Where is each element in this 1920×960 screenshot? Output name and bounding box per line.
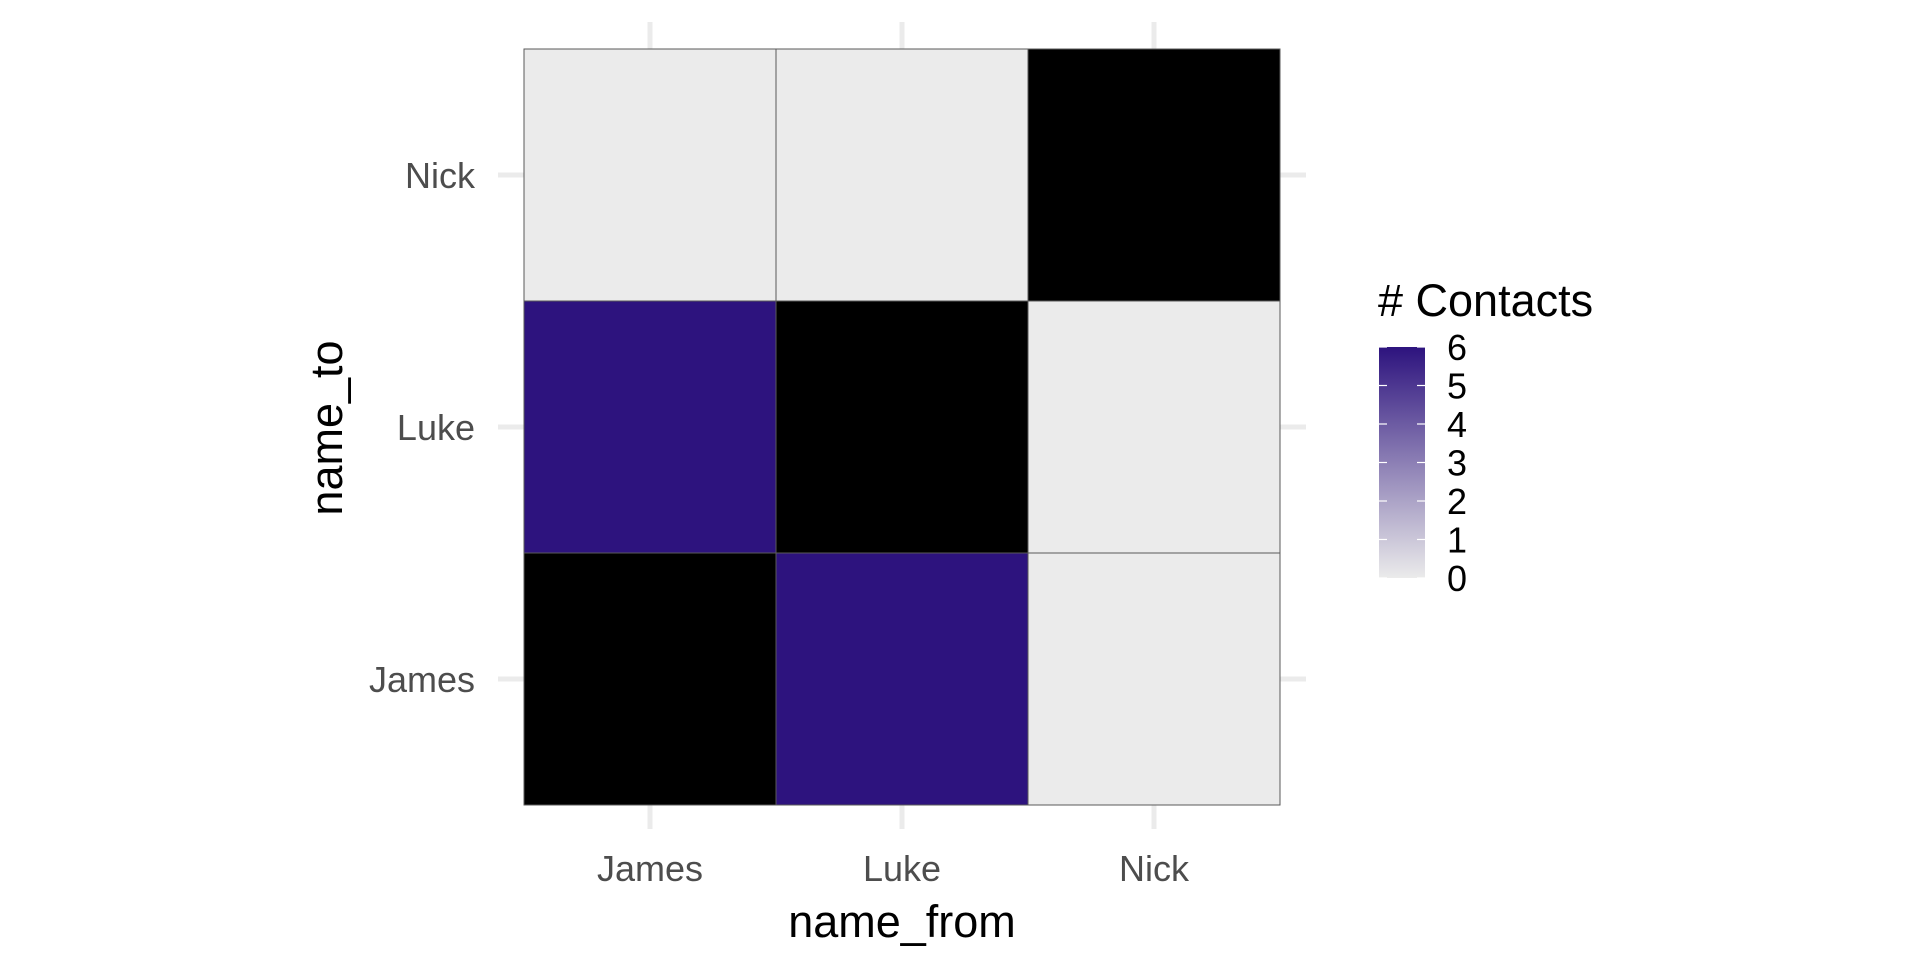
- legend-tick-label: 3: [1447, 443, 1467, 484]
- x-tick-label: James: [597, 848, 703, 889]
- legend-tick-label: 0: [1447, 558, 1467, 599]
- x-tick-label: Nick: [1119, 848, 1190, 889]
- x-axis-title: name_from: [788, 896, 1016, 947]
- legend-tick-label: 1: [1447, 520, 1467, 561]
- heatmap-cell: [523, 552, 777, 806]
- x-axis-ticks: James Luke Nick: [597, 848, 1190, 889]
- heatmap-cell: [523, 48, 777, 302]
- heatmap-cell: [775, 552, 1029, 806]
- heatmap-cell: [1027, 552, 1281, 806]
- legend-tick-label: 4: [1447, 404, 1467, 445]
- heatmap-cell: [775, 300, 1029, 554]
- legend-tick-label: 2: [1447, 481, 1467, 522]
- y-tick-label: Nick: [405, 155, 476, 196]
- y-axis-title: name_to: [301, 340, 352, 515]
- heatmap-cells: [523, 48, 1281, 806]
- legend-tick-label: 5: [1447, 366, 1467, 407]
- heatmap-cell: [1027, 300, 1281, 554]
- y-tick-label: James: [369, 659, 475, 700]
- heatmap-cell: [1027, 48, 1281, 302]
- legend-title: # Contacts: [1378, 275, 1593, 326]
- y-axis-ticks: James Luke Nick: [369, 155, 476, 700]
- x-tick-label: Luke: [863, 848, 941, 889]
- heatmap-cell: [523, 300, 777, 554]
- y-tick-label: Luke: [397, 407, 475, 448]
- legend-tick-label: 6: [1447, 327, 1467, 368]
- heatmap-cell: [775, 48, 1029, 302]
